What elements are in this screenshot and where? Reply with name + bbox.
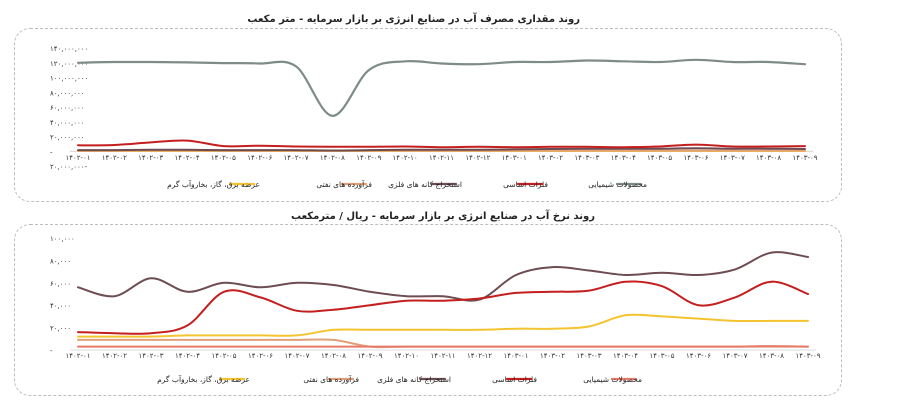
y-tick-label: ۲۰,۰۰۰ <box>50 325 71 333</box>
x-tick-label: ۱۴۰۲-۰۲ <box>102 352 127 360</box>
y-tick-label: - <box>50 148 53 156</box>
series-line-0 <box>77 345 809 348</box>
series-line-2 <box>77 251 809 302</box>
x-tick-label: ۱۴۰۲-۰۹ <box>357 352 382 360</box>
series-line-2 <box>77 147 806 152</box>
x-tick-label: ۱۴۰۳-۰۳ <box>574 154 599 162</box>
x-tick-label: ۱۴۰۲-۰۹ <box>356 154 381 162</box>
legend-label: محصولات شیمیایی <box>583 375 642 384</box>
chart-panel-rate <box>14 224 842 396</box>
x-tick-label: ۱۴۰۳-۰۶ <box>686 352 711 360</box>
x-tick-label: ۱۴۰۳-۰۱ <box>502 154 527 162</box>
chart-title-consumption: روند مقداری مصرف آب در صنایع انرژی بر با… <box>247 14 586 25</box>
x-tick-label: ۱۴۰۲-۰۴ <box>175 352 200 360</box>
series-line-1 <box>77 139 806 149</box>
y-tick-label: ۸۰,۰۰۰,۰۰۰ <box>50 89 85 97</box>
x-tick-label: ۱۴۰۲-۰۵ <box>211 352 236 360</box>
x-tick-label: ۱۴۰۲-۰۷ <box>284 154 309 162</box>
x-tick-label: ۱۴۰۳-۰۷ <box>722 352 747 360</box>
x-tick-label: ۱۴۰۲-۰۶ <box>247 154 272 162</box>
x-tick-label: ۱۴۰۲-۱۱ <box>430 352 455 360</box>
y-tick-label: ۶۰,۰۰۰,۰۰۰ <box>50 104 85 112</box>
x-tick-label: ۱۴۰۳-۰۴ <box>611 154 636 162</box>
x-tick-label: ۱۴۰۳-۰۸ <box>759 352 784 360</box>
x-tick-label: ۱۴۰۲-۱۲ <box>467 352 492 360</box>
x-tick-label: ۱۴۰۳-۰۲ <box>538 154 563 162</box>
x-tick-label: ۱۴۰۳-۰۴ <box>613 352 638 360</box>
x-tick-label: ۱۴۰۳-۰۹ <box>792 154 817 162</box>
chart-panel-consumption <box>14 28 842 202</box>
y-tick-label: ۱۲۰,۰۰۰,۰۰۰ <box>50 60 88 68</box>
y-tick-label: ۱۰۰,۰۰۰,۰۰۰ <box>50 75 88 83</box>
x-tick-label: ۱۴۰۲-۱۲ <box>465 154 490 162</box>
y-tick-label: - <box>50 347 53 355</box>
x-tick-label: ۱۴۰۲-۰۴ <box>175 154 200 162</box>
y-tick-label: ۴۰,۰۰۰ <box>50 302 71 310</box>
x-tick-label: ۱۴۰۳-۰۵ <box>649 352 674 360</box>
series-line-4 <box>77 313 809 338</box>
y-tick-label: ۴۰,۰۰۰,۰۰۰ <box>50 119 85 127</box>
y-tick-label: ۱۰۰,۰۰۰ <box>50 235 75 243</box>
chart-title-rate: روند نرخ آب در صنایع انرژی بر بازار سرما… <box>291 211 601 222</box>
x-tick-label: ۱۴۰۳-۰۱ <box>503 352 528 360</box>
x-tick-label: ۱۴۰۳-۰۸ <box>756 154 781 162</box>
legend-label: فلزات اساسی <box>503 180 548 189</box>
y-tick-label: ۱۴۰,۰۰۰,۰۰۰ <box>50 45 88 53</box>
x-tick-label: ۱۴۰۲-۰۱ <box>65 154 90 162</box>
x-tick-label: ۱۴۰۳-۰۳ <box>576 352 601 360</box>
legend-label: فلزات اساسی <box>492 375 537 384</box>
x-tick-label: ۱۴۰۳-۰۹ <box>795 352 820 360</box>
series-line-0 <box>76 58 807 117</box>
y-tick-label: ۸۰,۰۰۰ <box>50 257 71 265</box>
x-tick-label: ۱۴۰۲-۰۷ <box>284 352 309 360</box>
x-tick-label: ۱۴۰۲-۰۱ <box>65 352 90 360</box>
legend-label: عرضه برق، گاز، بخاروآب گرم <box>157 374 250 384</box>
y-tick-label: ۲۰,۰۰۰,۰۰۰ <box>50 134 85 142</box>
y-tick-label: ۶۰,۰۰۰ <box>50 280 71 288</box>
legend-label: عرضه برق، گاز، بخاروآب گرم <box>167 179 260 189</box>
legend-label: استخراج کانه های فلزی <box>388 180 462 189</box>
x-tick-label: ۱۴۰۳-۰۷ <box>720 154 745 162</box>
x-tick-label: ۱۴۰۲-۰۶ <box>248 352 273 360</box>
x-tick-label: ۱۴۰۳-۰۲ <box>540 352 565 360</box>
x-tick-label: ۱۴۰۲-۰۸ <box>320 154 345 162</box>
x-tick-label: ۱۴۰۲-۰۸ <box>321 352 346 360</box>
x-tick-label: ۱۴۰۳-۰۶ <box>683 154 708 162</box>
x-tick-label: ۱۴۰۳-۰۵ <box>647 154 672 162</box>
legend-label: فرآورده های نفتی <box>316 179 372 189</box>
x-tick-label: ۱۴۰۲-۰۳ <box>138 154 163 162</box>
x-tick-label: ۱۴۰۲-۱۰ <box>393 154 418 162</box>
legend-label: استخراج کانه های فلزی <box>377 375 451 384</box>
x-tick-label: ۱۴۰۲-۱۱ <box>429 154 454 162</box>
x-tick-label: ۱۴۰۲-۰۲ <box>102 154 127 162</box>
x-tick-label: ۱۴۰۲-۱۰ <box>394 352 419 360</box>
series-line-1 <box>77 280 809 335</box>
legend-label: محصولات شیمیایی <box>588 180 647 189</box>
y-tick-label: -۲۰,۰۰۰,۰۰۰ <box>50 163 88 171</box>
legend-label: فرآورده های نفتی <box>303 374 359 384</box>
x-tick-label: ۱۴۰۲-۰۵ <box>211 154 236 162</box>
x-tick-label: ۱۴۰۲-۰۳ <box>138 352 163 360</box>
